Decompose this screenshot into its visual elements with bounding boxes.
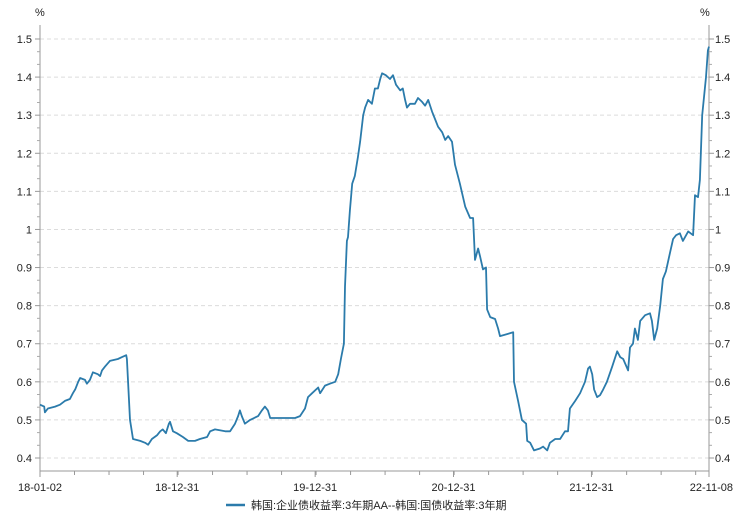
y-tick-label-right: 0.7 xyxy=(715,339,730,351)
series-group xyxy=(39,46,710,452)
y-tick-label-left: 0.6 xyxy=(17,377,32,389)
y-tick-label-left: 0.7 xyxy=(17,339,32,351)
y-tick-label-right: 1.4 xyxy=(715,72,730,84)
y-tick-label-left: 1.1 xyxy=(17,186,32,198)
x-tick-label: 18-12-31 xyxy=(155,482,199,494)
y-unit-right: % xyxy=(700,7,710,19)
y-tick-label-left: 1.5 xyxy=(17,34,32,46)
legend-label: 韩国:企业债收益率:3年期AA--韩国:国债收益率:3年期 xyxy=(251,498,506,512)
x-tick-label: 18-01-02 xyxy=(18,482,62,494)
y-tick-label-left: 0.5 xyxy=(17,415,32,427)
y-tick-label-right: 0.6 xyxy=(715,377,730,389)
y-unit-left: % xyxy=(35,7,45,19)
y-tick-label-left: 0.9 xyxy=(17,263,32,275)
x-tick-label: 20-12-31 xyxy=(431,482,475,494)
x-ticks: 18-01-02 18-12-31 19-12-31 20-12-31 21-12-31… xyxy=(18,471,733,494)
y-tick-label-left: 1.4 xyxy=(17,72,32,84)
gridlines xyxy=(40,38,709,459)
x-tick-label: 22-11-08 xyxy=(690,482,733,494)
y-tick-label-left: 1.3 xyxy=(17,110,32,122)
y-tick-label-left: 0.4 xyxy=(17,453,32,465)
y-tick-label-right: 1.3 xyxy=(715,110,730,122)
y-tick-label-left: 1.2 xyxy=(17,148,32,160)
y-tick-label-right: 0.4 xyxy=(715,453,730,465)
x-tick-label: 19-12-31 xyxy=(293,482,337,494)
y-tick-label-left: 1 xyxy=(26,224,32,236)
y-tick-label-right: 0.8 xyxy=(715,301,730,313)
y-tick-label-right: 0.5 xyxy=(715,415,730,427)
y-tick-label-left: 0.8 xyxy=(17,301,32,313)
y-tick-label-right: 1.5 xyxy=(715,34,730,46)
legend: 韩国:企业债收益率:3年期AA--韩国:国债收益率:3年期 xyxy=(226,498,506,512)
x-tick-label: 21-12-31 xyxy=(569,482,613,494)
y-tick-label-right: 1.2 xyxy=(715,148,730,160)
y-tick-label-right: 1 xyxy=(715,224,721,236)
y-tick-label-right: 0.9 xyxy=(715,263,730,275)
axes xyxy=(39,25,710,472)
y-ticks: 0.4 0.4 0.5 0.5 0.6 0.6 0.7 0.7 0.8 0.8 0.9 0.9 1 1 1.… xyxy=(17,34,731,465)
series-line xyxy=(39,46,710,452)
y-tick-label-right: 1.1 xyxy=(715,186,730,198)
